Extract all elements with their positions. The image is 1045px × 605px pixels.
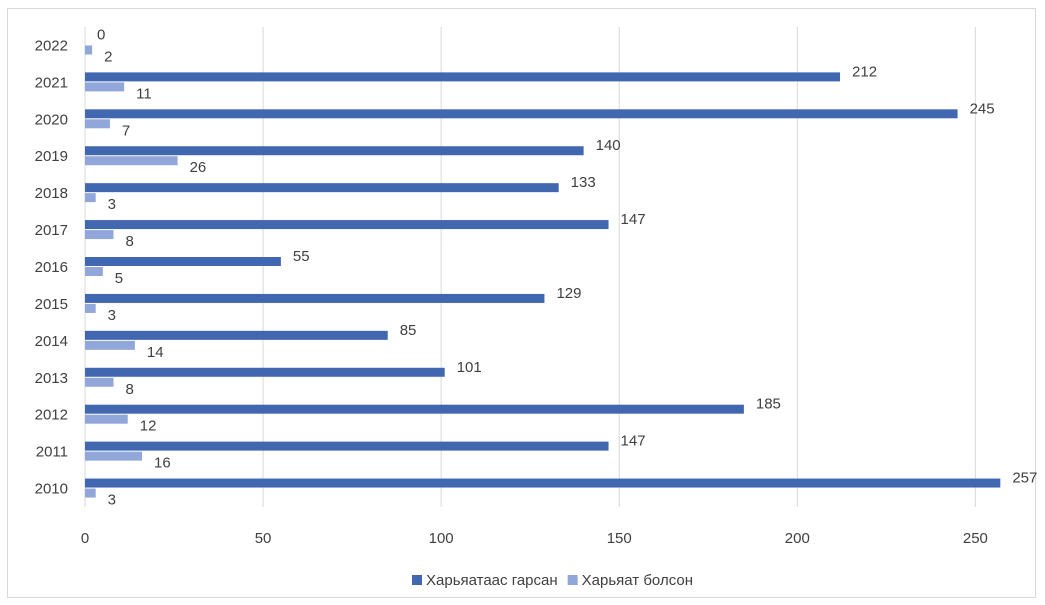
bar-series-1 bbox=[85, 183, 559, 193]
category-label: 2018 bbox=[35, 185, 68, 202]
chart-frame: 2010 2011 2012 2013 2014 2015 2016 2017 2018 2019… bbox=[7, 8, 1038, 598]
data-label: 8 bbox=[125, 233, 133, 250]
category-label: 2013 bbox=[35, 370, 68, 387]
data-label: 8 bbox=[125, 381, 133, 398]
data-label: 0 bbox=[97, 26, 105, 43]
data-label: 129 bbox=[556, 285, 581, 302]
bar-series-1 bbox=[85, 404, 744, 414]
data-label: 55 bbox=[293, 248, 310, 265]
x-tick-label: 0 bbox=[81, 530, 89, 547]
legend-label: Харьяатаас гарсан bbox=[426, 572, 558, 589]
bar-series-2 bbox=[85, 45, 93, 55]
category-label: 2022 bbox=[35, 37, 68, 54]
data-label: 101 bbox=[457, 359, 482, 376]
category-label: 2015 bbox=[35, 296, 68, 313]
bar-series-2 bbox=[85, 340, 135, 350]
x-tick-label: 200 bbox=[785, 530, 810, 547]
bar-series-2 bbox=[85, 267, 103, 276]
data-label: 3 bbox=[108, 307, 116, 324]
bar-series-2 bbox=[85, 119, 110, 129]
bar-series-2 bbox=[85, 488, 96, 498]
bar-series-2 bbox=[85, 377, 114, 387]
x-tick-label: 50 bbox=[255, 530, 272, 547]
bar-chart: 2010201120122013201420152016201720182019… bbox=[35, 26, 1038, 589]
x-tick-label: 100 bbox=[429, 530, 454, 547]
data-label: 2 bbox=[104, 48, 112, 65]
data-label: 26 bbox=[190, 159, 207, 176]
bar-series-2 bbox=[85, 193, 96, 203]
category-label: 2016 bbox=[35, 259, 68, 276]
bar-series-1 bbox=[85, 367, 445, 377]
bar-series-2 bbox=[85, 156, 178, 166]
x-tick-label: 250 bbox=[963, 530, 988, 547]
data-label: 3 bbox=[108, 196, 116, 213]
data-label: 3 bbox=[108, 492, 116, 509]
data-label: 245 bbox=[970, 100, 995, 117]
bar-series-2 bbox=[85, 230, 114, 240]
legend-swatch bbox=[567, 575, 578, 585]
legend: Харьяатаас гарсан Харьяат болсон bbox=[412, 572, 693, 589]
x-tick-label: 150 bbox=[607, 530, 632, 547]
data-label: 185 bbox=[756, 396, 781, 413]
bar-series-1 bbox=[85, 109, 958, 119]
data-labels: 2573147161851210188514129355514781333140… bbox=[97, 26, 1037, 508]
bar-series-1 bbox=[85, 257, 281, 266]
gridlines bbox=[84, 27, 976, 507]
bar-series-1 bbox=[85, 146, 584, 156]
category-label: 2020 bbox=[35, 111, 68, 128]
category-label: 2010 bbox=[35, 481, 68, 498]
data-label: 16 bbox=[154, 455, 171, 472]
data-label: 7 bbox=[122, 122, 130, 139]
bar-series-2 bbox=[85, 414, 128, 424]
legend-label: Харьяат болсон bbox=[582, 572, 693, 589]
data-label: 12 bbox=[140, 418, 157, 435]
data-label: 133 bbox=[571, 174, 596, 191]
category-label: 2021 bbox=[35, 74, 68, 91]
data-label: 147 bbox=[621, 433, 646, 450]
x-tick-labels: 0 50 100 150 200 250 bbox=[81, 530, 988, 547]
data-label: 257 bbox=[1012, 470, 1037, 487]
bar-series-1 bbox=[85, 478, 1001, 488]
bar-series-1 bbox=[85, 220, 609, 230]
data-label: 212 bbox=[852, 63, 877, 80]
data-label: 11 bbox=[136, 85, 152, 102]
legend-swatch bbox=[412, 575, 422, 585]
bar-series-1 bbox=[85, 330, 388, 340]
category-label: 2011 bbox=[36, 444, 68, 461]
data-label: 140 bbox=[596, 137, 621, 154]
bar-series-1 bbox=[85, 72, 841, 82]
category-label: 2014 bbox=[35, 333, 68, 350]
bars bbox=[85, 45, 1001, 498]
bar-series-1 bbox=[85, 441, 609, 451]
data-label: 147 bbox=[621, 211, 646, 228]
category-label: 2019 bbox=[35, 148, 68, 165]
bar-series-1 bbox=[85, 293, 545, 303]
category-label: 2017 bbox=[35, 222, 68, 239]
bar-series-2 bbox=[85, 303, 96, 313]
category-labels: 2010 2011 2012 2013 2014 2015 2016 2017 2018 2019… bbox=[35, 37, 68, 497]
bar-series-2 bbox=[85, 451, 142, 461]
category-label: 2012 bbox=[35, 407, 68, 424]
data-label: 14 bbox=[147, 344, 164, 361]
bar-series-2 bbox=[85, 82, 125, 92]
data-label: 5 bbox=[115, 270, 123, 287]
data-label: 85 bbox=[400, 322, 417, 339]
